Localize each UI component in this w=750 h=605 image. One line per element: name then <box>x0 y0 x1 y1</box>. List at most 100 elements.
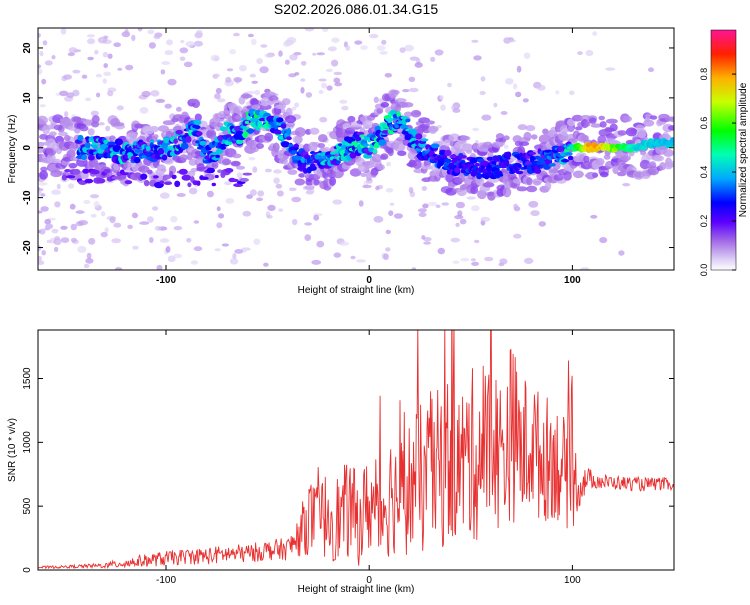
colorbar-ticks: 0.0 0.2 0.4 0.6 0.8 <box>699 68 736 276</box>
heatmap-cell <box>444 158 452 163</box>
heatmap-noise-cell <box>38 182 48 186</box>
heatmap-noise-cell <box>45 223 54 230</box>
heatmap-cell <box>286 128 292 135</box>
heatmap-noise-cell <box>408 187 414 194</box>
heatmap-cell <box>543 163 551 170</box>
heatmap-noise-cell <box>236 172 243 179</box>
heatmap-halo-cell <box>589 117 597 124</box>
heatmap-noise-cell <box>326 85 333 91</box>
heatmap-cell <box>133 156 141 164</box>
heatmap-noise-cell <box>63 74 72 80</box>
heatmap-halo-cell <box>617 130 627 136</box>
heatmap-cell <box>405 118 411 123</box>
spectrogram-heatmap <box>38 28 674 270</box>
heatmap-halo-cell <box>371 154 383 163</box>
heatmap-noise-cell <box>555 90 560 95</box>
heatmap-cell <box>293 154 303 161</box>
heatmap-cell <box>88 154 95 161</box>
heatmap-cell <box>293 143 300 148</box>
heatmap-cell <box>359 134 365 138</box>
heatmap-noise-cell <box>42 40 48 46</box>
heatmap-cell <box>111 176 121 180</box>
heatmap-noise-cell <box>176 193 186 197</box>
heatmap-halo-cell <box>256 143 264 149</box>
heatmap-noise-cell <box>440 104 446 111</box>
heatmap-halo-cell <box>603 154 611 160</box>
snr-x-ticks: -100 0 100 <box>156 330 581 586</box>
heatmap-cell <box>97 149 104 154</box>
heatmap-noise-cell <box>369 33 379 39</box>
figure-title: S202.2026.086.01.34.G15 <box>274 1 438 17</box>
heatmap-noise-cell <box>437 247 445 255</box>
heatmap-halo-cell <box>653 155 665 162</box>
heatmap-noise-cell <box>60 28 67 35</box>
heatmap-cell <box>285 136 292 141</box>
heatmap-noise-cell <box>176 106 182 112</box>
heatmap-noise-cell <box>94 49 99 55</box>
heatmap-cell <box>199 140 207 146</box>
heatmap-cell <box>206 167 215 174</box>
heatmap-noise-cell <box>421 186 427 191</box>
heatmap-noise-cell <box>75 210 85 214</box>
heatmap-noise-cell <box>350 255 356 260</box>
heatmap-halo-cell <box>461 143 474 152</box>
heatmap-cell <box>180 142 189 150</box>
heatmap-noise-cell <box>38 229 41 234</box>
heatmap-halo-cell <box>362 120 374 128</box>
heatmap-noise-cell <box>452 260 460 264</box>
heatmap-cell <box>475 162 480 167</box>
heatmap-cell <box>143 179 150 187</box>
heatmap-halo-cell <box>308 173 321 181</box>
heatmap-noise-cell <box>117 67 123 71</box>
heatmap-noise-cell <box>605 67 616 71</box>
heatmap-halo-cell <box>287 169 298 175</box>
colorbar-tick-label: 0.4 <box>699 166 709 179</box>
heatmap-noise-cell <box>193 246 203 252</box>
heatmap-noise-cell <box>104 227 109 234</box>
heatmap-noise-cell <box>358 200 364 207</box>
heatmap-noise-cell <box>173 253 183 259</box>
heatmap-noise-cell <box>111 238 121 244</box>
heatmap-halo-cell <box>401 102 414 108</box>
heatmap-noise-cell <box>193 220 200 224</box>
heatmap-noise-cell <box>277 190 284 197</box>
heatmap-noise-cell <box>252 166 258 173</box>
heatmap-noise-cell <box>38 68 43 75</box>
heatmap-noise-cell <box>229 258 239 265</box>
heatmap-halo-cell <box>518 141 530 146</box>
heatmap-halo-cell <box>329 176 337 186</box>
heatmap-noise-cell <box>267 204 276 211</box>
heatmap-halo-cell <box>592 172 598 178</box>
heatmap-noise-cell <box>253 238 261 245</box>
heatmap-noise-cell <box>454 215 464 220</box>
snr-x-axis-label: Height of straight line (km) <box>298 584 415 595</box>
heatmap-noise-cell <box>263 262 269 267</box>
heatmap-noise-cell <box>38 255 42 262</box>
heatmap-cell <box>72 168 81 175</box>
heatmap-halo-cell <box>179 154 188 161</box>
heatmap-noise-cell <box>87 38 96 45</box>
heatmap-cell <box>301 162 307 169</box>
heatmap-noise-cell <box>44 60 53 66</box>
heatmap-noise-cell <box>44 218 51 225</box>
heatmap-noise-cell <box>471 39 479 43</box>
heatmap-noise-cell <box>484 256 494 262</box>
heatmap-noise-cell <box>216 206 221 212</box>
heatmap-noise-cell <box>95 73 102 78</box>
spectrogram-x-ticks: -100 0 100 <box>156 28 581 286</box>
heatmap-cell <box>145 145 151 152</box>
heatmap-noise-cell <box>107 90 114 97</box>
heatmap-cell <box>65 175 76 179</box>
heatmap-halo-cell <box>264 132 274 142</box>
heatmap-halo-cell <box>232 153 242 159</box>
heatmap-noise-cell <box>257 190 265 197</box>
heatmap-noise-cell <box>375 185 380 191</box>
heatmap-halo-cell <box>194 113 202 122</box>
spectrogram-y-ticks: -20 -10 0 10 20 <box>22 42 674 255</box>
heatmap-noise-cell <box>441 202 450 206</box>
heatmap-noise-cell <box>332 199 343 205</box>
heatmap-noise-cell <box>86 34 95 38</box>
heatmap-noise-cell <box>524 257 534 264</box>
heatmap-noise-cell <box>479 90 486 96</box>
heatmap-halo-cell <box>53 124 63 131</box>
